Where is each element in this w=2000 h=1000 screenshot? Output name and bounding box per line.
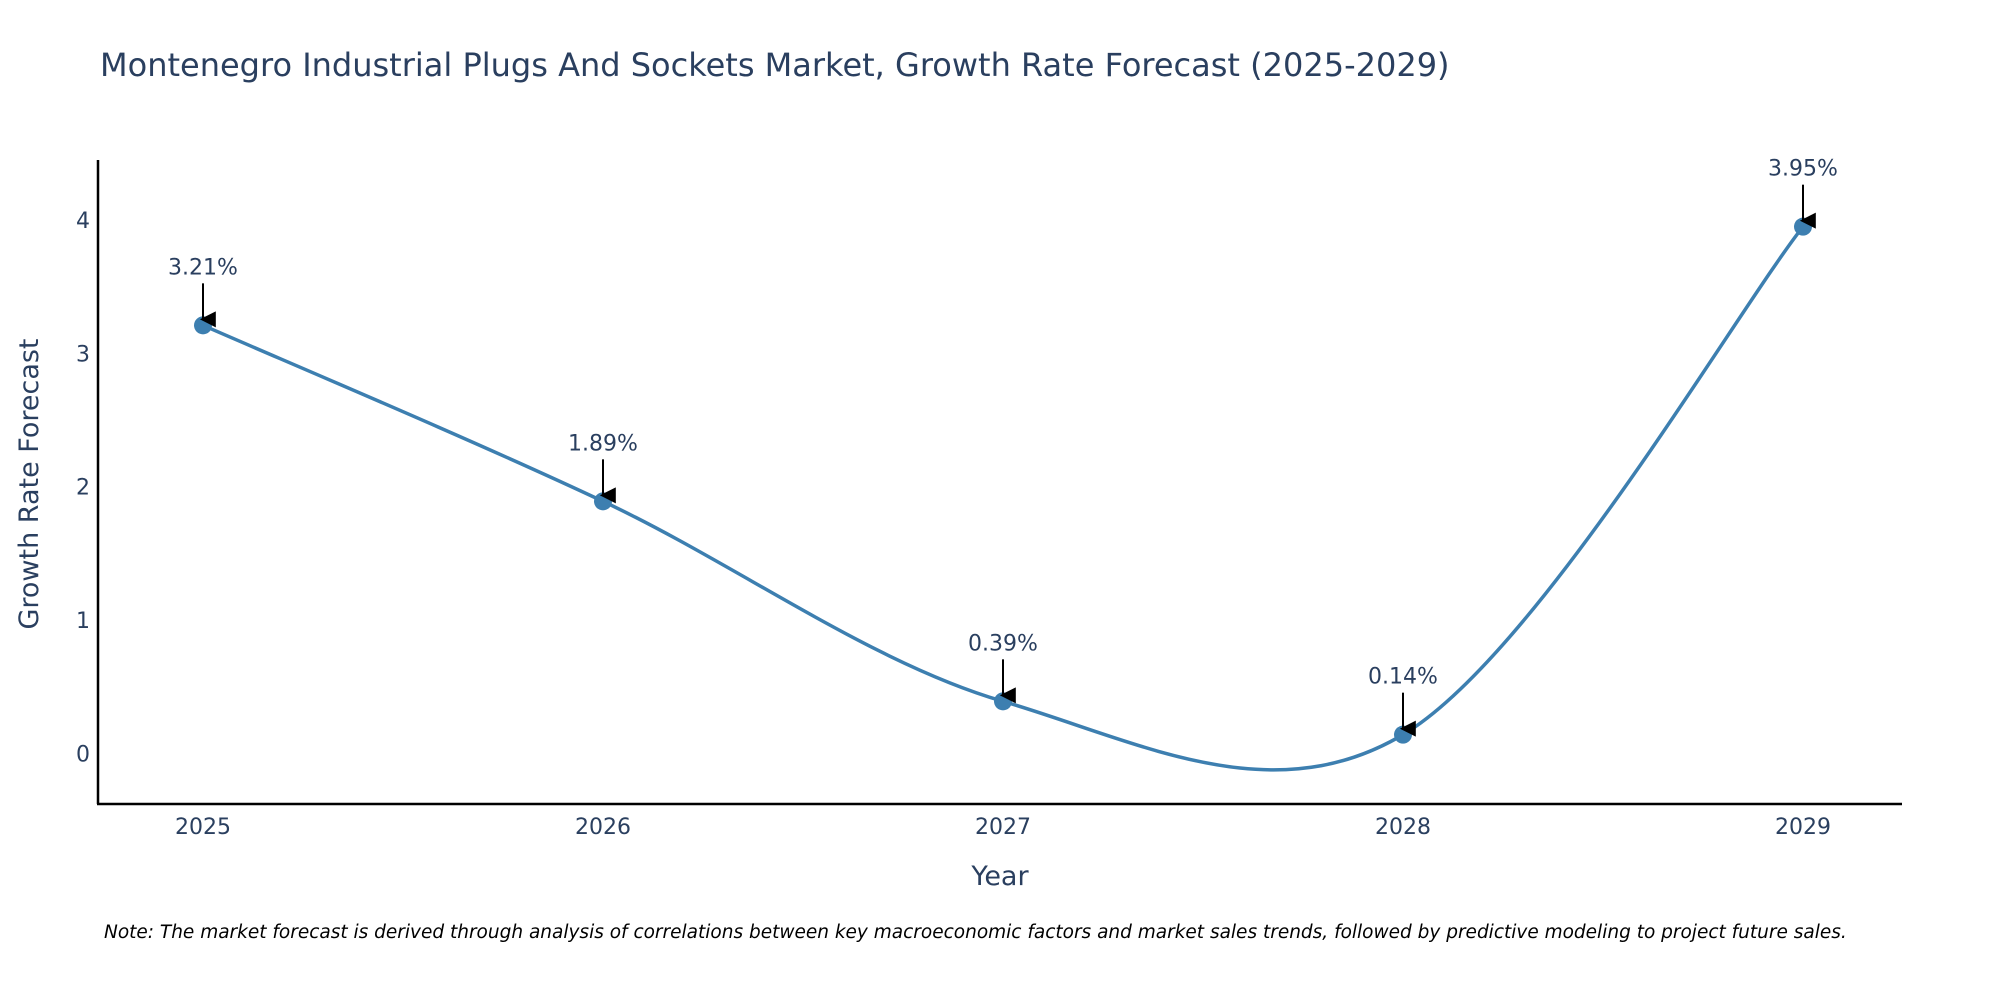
x-tick-label: 2029 [1775, 815, 1831, 840]
y-tick-label: 0 [76, 742, 90, 767]
y-tick-label: 3 [76, 342, 90, 367]
x-axis-title: Year [970, 861, 1029, 892]
y-axis: 0 1 2 3 4 [76, 160, 100, 804]
y-tick-label: 2 [76, 476, 90, 501]
x-tick-label: 2026 [575, 815, 631, 840]
footnote: Note: The market forecast is derived thr… [104, 922, 1847, 943]
data-label: 0.14% [1368, 665, 1438, 690]
data-label: 3.95% [1768, 157, 1838, 182]
annotations: 3.21% 1.89% 0.39% 0.14% 3.95% [168, 157, 1838, 737]
data-label: 1.89% [568, 431, 638, 456]
chart-title: Montenegro Industrial Plugs And Sockets … [100, 46, 1450, 84]
y-tick-label: 4 [76, 209, 90, 234]
x-tick-label: 2025 [175, 815, 231, 840]
y-axis-title: Growth Rate Forecast [14, 338, 45, 629]
data-label: 0.39% [968, 631, 1038, 656]
series-line [202, 225, 1805, 772]
x-axis: 2025 2026 2027 2028 2029 [97, 802, 1902, 840]
y-tick-label: 1 [76, 609, 90, 634]
x-tick-label: 2027 [975, 815, 1031, 840]
x-tick-label: 2028 [1375, 815, 1431, 840]
data-label: 3.21% [168, 255, 238, 280]
